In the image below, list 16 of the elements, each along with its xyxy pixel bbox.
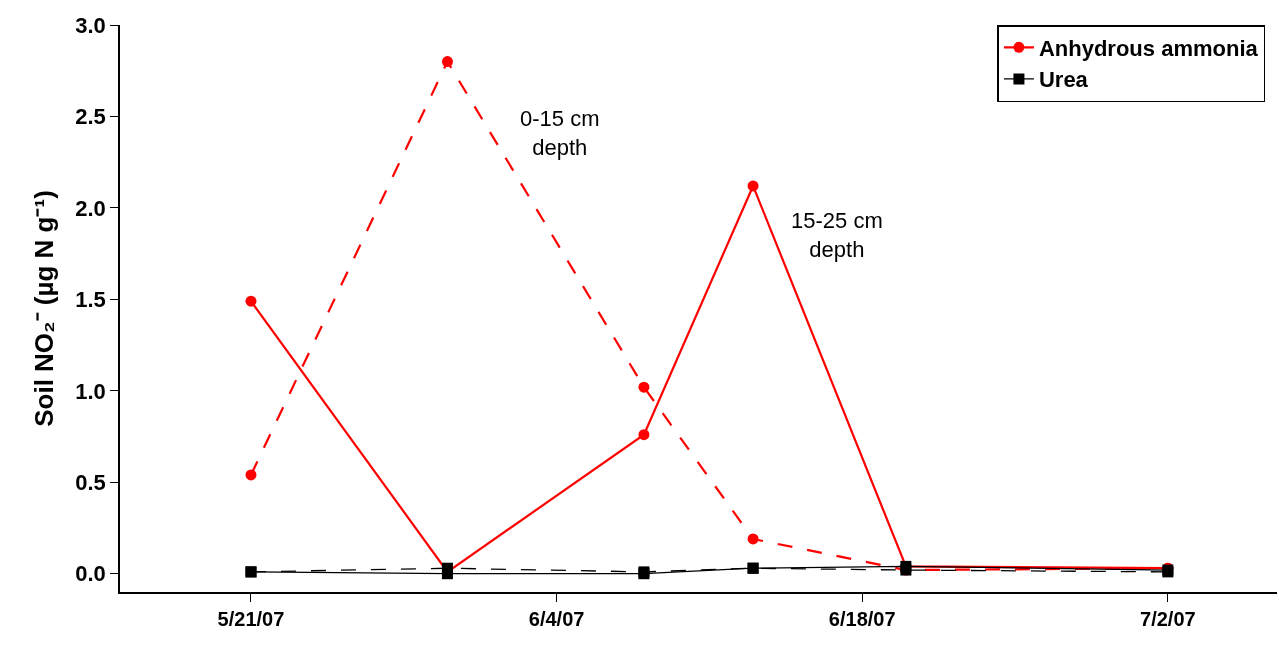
x-tick-label: 6/4/07 <box>528 607 585 630</box>
legend-label: Urea <box>1038 67 1089 93</box>
y-tick-label: 3.0 <box>75 12 106 38</box>
y-axis-title: Soil NO₂⁻ (µg N g⁻¹) <box>29 190 60 427</box>
annotation: 0-15 cm depth <box>520 106 600 160</box>
x-tick-label: 5/21/07 <box>217 607 285 630</box>
y-tick-label: 1.0 <box>75 378 106 404</box>
annotation: 15-25 cm depth <box>791 208 883 262</box>
y-tick-label: 2.5 <box>75 104 106 130</box>
x-tick-label: 6/18/07 <box>828 607 896 630</box>
y-tick-label: 2.0 <box>75 195 106 221</box>
y-tick-label: 1.5 <box>75 287 106 313</box>
legend-label: Anhydrous ammonia <box>1038 35 1259 61</box>
x-tick-label: 7/2/07 <box>1140 607 1196 630</box>
y-tick-label: 0.5 <box>75 469 106 495</box>
y-tick-label: 0.0 <box>75 561 106 587</box>
